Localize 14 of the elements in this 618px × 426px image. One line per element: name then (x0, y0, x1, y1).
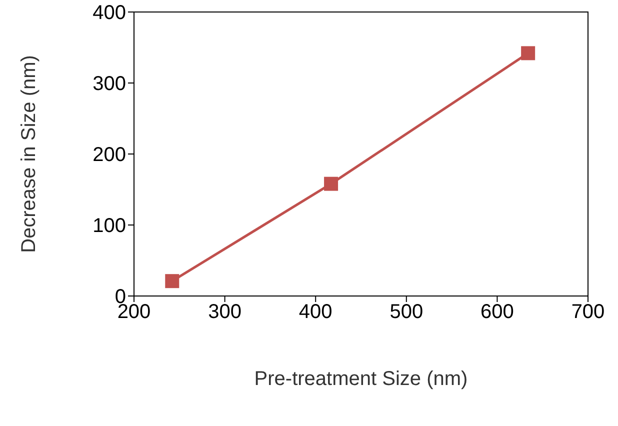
x-tick-label: 700 (571, 301, 605, 324)
point (324, 176, 338, 191)
y-tick-label: 100 (92, 215, 126, 238)
x-tick-label: 300 (208, 301, 242, 324)
point (165, 274, 180, 288)
x-axis-title: Pre-treatment Size (nm) (254, 368, 468, 390)
x-tick-label: 500 (390, 301, 424, 324)
x-tick-label: 400 (298, 301, 332, 324)
x-tick-label: 600 (480, 301, 514, 324)
y-tick-label: 200 (92, 144, 126, 166)
y-tick-label: 400 (92, 2, 126, 24)
y-axis-title: Decrease in Size (nm) (18, 55, 40, 253)
y-tick-label: 300 (92, 73, 126, 96)
point (521, 46, 536, 60)
